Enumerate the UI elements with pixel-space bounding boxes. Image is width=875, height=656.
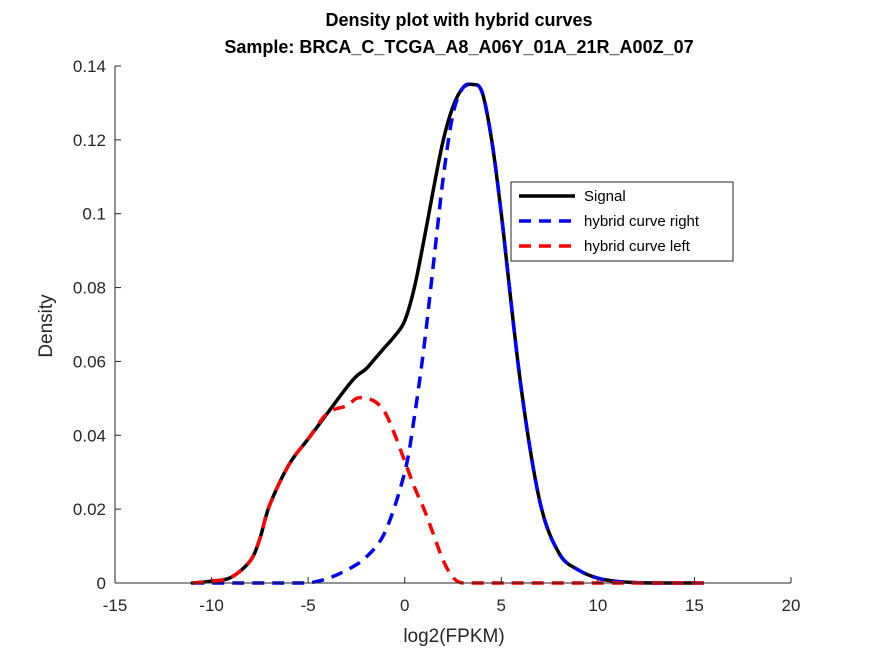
x-tick-label: 5 xyxy=(497,596,506,615)
axes-layer: -15 -10 -5 0 5 10 15 20 0 0.02 0.04 0.06 0.08 0.1 0.12… xyxy=(73,57,801,615)
legend-label: hybrid curve right xyxy=(584,213,700,230)
x-tick-label: 20 xyxy=(782,596,801,615)
series-line-hybrid-curve-left xyxy=(192,395,705,585)
y-tick-label: 0.14 xyxy=(73,57,106,76)
series-layer xyxy=(190,82,705,585)
plot-area: -15 -10 -5 0 5 10 15 20 0 0.02 0.04 0.06 0.08 0.1 0.12… xyxy=(73,57,801,615)
x-tick-label: 10 xyxy=(588,596,607,615)
y-tick-label: 0.06 xyxy=(73,352,106,371)
legend: Signal hybrid curve right hybrid curve lef… xyxy=(510,181,734,262)
x-tick-label: 0 xyxy=(400,596,409,615)
x-tick-label: -5 xyxy=(301,596,316,615)
x-tick-label: -10 xyxy=(199,596,224,615)
chart-title: Density plot with hybrid curves xyxy=(325,10,592,30)
chart-subtitle: Sample: BRCA_C_TCGA_A8_A06Y_01A_21R_A00Z… xyxy=(224,37,693,57)
x-tick-label: -15 xyxy=(103,596,128,615)
y-tick-label: 0 xyxy=(97,574,106,593)
y-tick-label: 0.12 xyxy=(73,131,106,150)
y-tick-label: 0.04 xyxy=(73,426,106,445)
y-tick-label: 0.1 xyxy=(82,205,106,224)
y-tick-label: 0.02 xyxy=(73,500,106,519)
legend-label: Signal xyxy=(584,188,626,205)
y-axis-label: Density xyxy=(36,294,57,358)
x-tick-label: 15 xyxy=(685,596,704,615)
legend-label: hybrid curve left xyxy=(584,238,691,255)
y-tick-label: 0.08 xyxy=(73,279,106,298)
x-axis-label: log2(FPKM) xyxy=(403,626,504,647)
